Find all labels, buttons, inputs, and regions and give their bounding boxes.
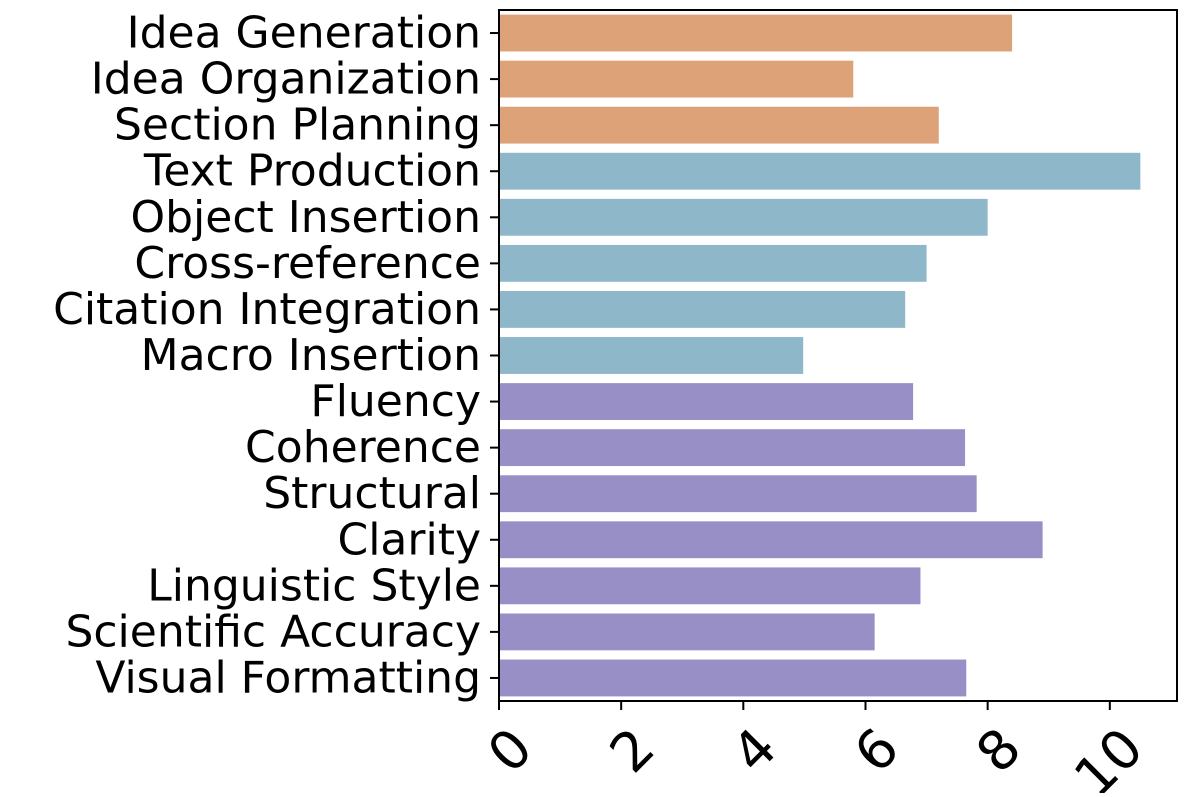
y-tick-label-citation-integration: Citation Integration	[53, 284, 481, 335]
y-tick-label-section-planning: Section Planning	[114, 100, 481, 151]
y-tick-label-scientific-accuracy: Scientific Accuracy	[65, 606, 481, 657]
y-tick-label-clarity: Clarity	[337, 514, 481, 565]
bar-object-insertion	[499, 198, 988, 236]
bars-layer	[499, 14, 1141, 697]
bar-idea-organization	[499, 60, 854, 98]
bar-idea-generation	[499, 14, 1013, 52]
y-tick-label-structural: Structural	[263, 468, 481, 519]
y-tick-label-idea-generation: Idea Generation	[127, 8, 481, 59]
y-tick-label-idea-organization: Idea Organization	[91, 54, 481, 105]
x-axis-ticks: 0 2 4 6 8 10	[476, 701, 1155, 797]
x-tick-label-10: 10	[1062, 716, 1155, 793]
y-tick-label-visual-formatting: Visual Formatting	[95, 652, 481, 703]
x-tick-label-8: 8	[964, 716, 1033, 785]
bar-text-production	[499, 152, 1141, 190]
bar-citation-integration	[499, 291, 906, 328]
y-tick-label-cross-reference: Cross-reference	[134, 238, 481, 289]
y-tick-label-macro-insertion: Macro Insertion	[141, 330, 481, 381]
y-tick-label-object-insertion: Object Insertion	[130, 192, 481, 243]
y-tick-label-text-production: Text Production	[143, 146, 481, 197]
y-tick-label-linguistic-style: Linguistic Style	[147, 560, 481, 611]
bar-linguistic-style	[499, 567, 921, 605]
plot-frame	[498, 9, 1178, 702]
bar-macro-insertion	[499, 337, 804, 374]
x-tick-label-0: 0	[476, 716, 545, 785]
bar-scientific-accuracy	[499, 613, 875, 651]
x-tick-label-6: 6	[842, 716, 911, 785]
y-tick-label-coherence: Coherence	[245, 422, 481, 473]
x-tick-label-2: 2	[598, 716, 667, 785]
bar-section-planning	[499, 106, 939, 144]
bar-coherence	[499, 429, 966, 467]
bar-cross-reference	[499, 244, 927, 282]
bar-fluency	[499, 383, 914, 420]
bar-structural	[499, 475, 977, 513]
y-tick-marks	[490, 32, 499, 679]
bar-clarity	[499, 521, 1043, 559]
bar-visual-formatting	[499, 659, 967, 697]
y-tick-label-fluency: Fluency	[310, 376, 481, 427]
x-tick-label-4: 4	[720, 716, 789, 785]
